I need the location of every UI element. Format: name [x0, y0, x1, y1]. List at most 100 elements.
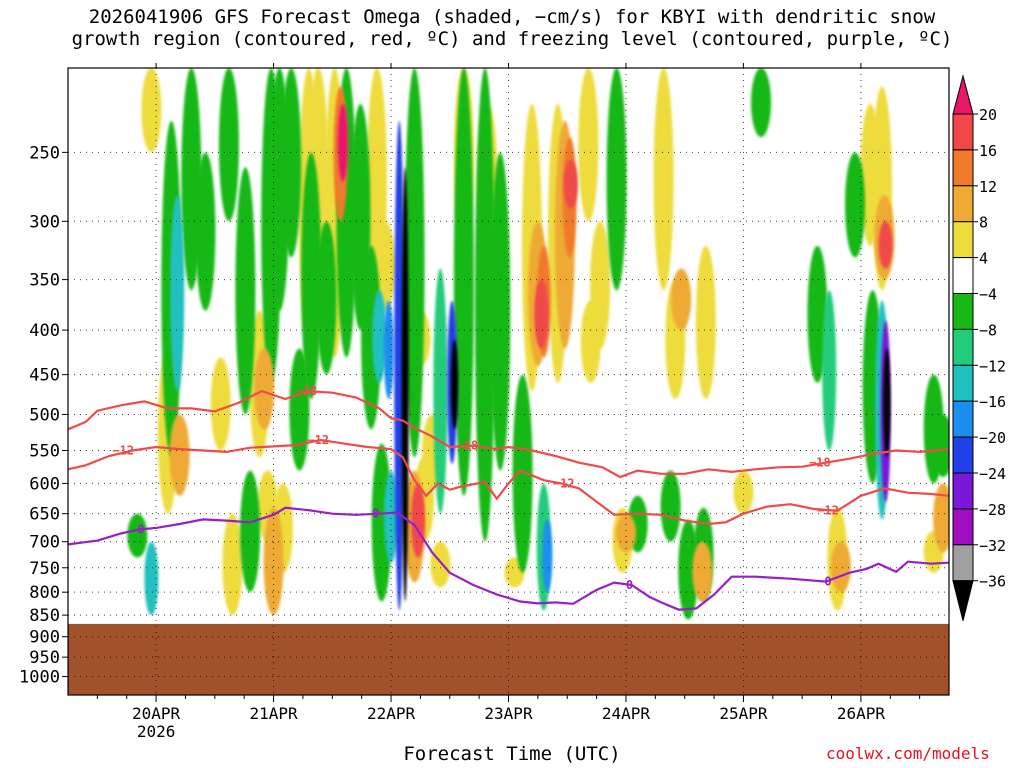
colorbar-swatch: [952, 472, 974, 510]
colorbar-swatch: [952, 113, 974, 151]
y-tick-label: 650: [29, 505, 60, 525]
omega-cell: [235, 167, 256, 415]
colorbar-swatch: [952, 508, 974, 546]
credit-link[interactable]: coolwx.com/models: [826, 744, 990, 763]
omega-cell: [830, 541, 851, 593]
colorbar-label: −24: [979, 465, 1006, 483]
y-tick-label: 500: [29, 405, 60, 425]
omega-cell: [372, 290, 387, 383]
colorbar-legend: 20 16 12 8 4 −4 −8 −12 −16 −20 −24 −28 −32 −36: [952, 74, 1006, 621]
omega-cell: [453, 68, 474, 496]
colorbar-swatch: [952, 185, 974, 223]
omega-cell: [671, 268, 692, 331]
colorbar-label: −16: [979, 393, 1006, 411]
omega-shading-layer: [127, 68, 949, 620]
omega-cell: [933, 483, 949, 553]
colorbar-label: −8: [979, 321, 997, 339]
omega-cell: [195, 152, 216, 311]
y-tick-label: 800: [29, 583, 60, 603]
omega-cell: [170, 195, 185, 392]
omega-cell: [281, 68, 302, 258]
colorbar-label: −28: [979, 501, 1006, 519]
y-tick-label: 450: [29, 366, 60, 386]
omega-cell: [141, 68, 162, 153]
omega-cell: [218, 68, 239, 222]
omega-cell: [361, 245, 382, 430]
x-tick-sublabel: 2026: [137, 722, 176, 741]
colorbar-label: 8: [979, 214, 988, 232]
y-tick-label: 1000: [19, 668, 60, 688]
colorbar-swatch: [952, 364, 974, 402]
omega-cell: [475, 68, 496, 542]
y-tick-label: 900: [29, 628, 60, 648]
contour-label: −18: [457, 439, 479, 453]
ground-layer: [68, 623, 949, 695]
y-tick-label: 850: [29, 606, 60, 626]
omega-cell: [534, 279, 549, 349]
ground-fill: [68, 623, 949, 695]
contour-label: 0: [372, 507, 379, 521]
y-tick-label: 700: [29, 533, 60, 553]
y-tick-label: 350: [29, 271, 60, 291]
contour-label: −12: [553, 476, 575, 490]
x-tick-label: 22APR: [367, 704, 416, 723]
omega-cell: [401, 167, 409, 602]
omega-cell: [144, 541, 159, 616]
omega-cell: [606, 68, 627, 291]
omega-cell: [210, 357, 231, 451]
contour-label: 0: [137, 523, 144, 537]
omega-cell: [316, 221, 337, 375]
colorbar-label: 4: [979, 250, 988, 268]
x-tick-label: 25APR: [719, 704, 768, 723]
colorbar-label: −12: [979, 357, 1006, 375]
y-tick-label: 300: [29, 212, 60, 232]
y-tick-label: 750: [29, 559, 60, 579]
y-axis: 2503003504004505005506006507007508008509…: [19, 143, 68, 688]
omega-cell: [240, 470, 261, 593]
colorbar-label: −36: [979, 573, 1006, 591]
x-tick-label: 23APR: [484, 704, 533, 723]
omega-cell: [254, 348, 275, 430]
contour-label: 0: [824, 575, 831, 589]
colorbar-label: −4: [979, 286, 997, 304]
colorbar-label: 12: [979, 178, 997, 196]
omega-cell: [450, 339, 458, 430]
omega-cell: [490, 152, 511, 471]
x-tick-label: 26APR: [837, 704, 886, 723]
omega-cell: [883, 348, 891, 458]
omega-cell: [433, 268, 448, 514]
colorbar-label: 16: [979, 142, 997, 160]
x-tick-label: 20APR: [132, 704, 181, 723]
contour-label: −12: [817, 504, 839, 518]
contour-line: [68, 389, 949, 479]
chart-title-line1: 2026041906 GFS Forecast Omega (shaded, −…: [88, 6, 936, 28]
colorbar-swatch: [952, 328, 974, 366]
x-tick-label: 21APR: [249, 704, 298, 723]
omega-cell: [384, 470, 399, 563]
colorbar-swatch: [952, 436, 974, 474]
omega-cell: [542, 519, 553, 593]
contour-label: −18: [809, 456, 831, 470]
y-tick-label: 550: [29, 442, 60, 462]
colorbar-label: −32: [979, 537, 1006, 555]
omega-cell: [695, 245, 716, 400]
omega-cell: [563, 159, 578, 209]
omega-cell: [590, 221, 611, 349]
y-tick-label: 250: [29, 143, 60, 163]
omega-cell: [660, 470, 681, 542]
omega-cell: [578, 68, 599, 222]
colorbar-label: −20: [979, 429, 1006, 447]
colorbar-swatch: [952, 221, 974, 259]
omega-cell: [653, 68, 674, 291]
contour-label: 0: [626, 578, 633, 592]
omega-cell: [337, 104, 348, 182]
omega-cell: [222, 513, 243, 616]
contour-label: −12: [307, 433, 329, 447]
omega-cell: [301, 152, 322, 400]
grid-layer: [68, 68, 949, 695]
x-tick-label: 24APR: [602, 704, 651, 723]
omega-cell: [404, 68, 425, 458]
omega-cell: [692, 541, 713, 602]
omega-cell: [375, 221, 396, 311]
